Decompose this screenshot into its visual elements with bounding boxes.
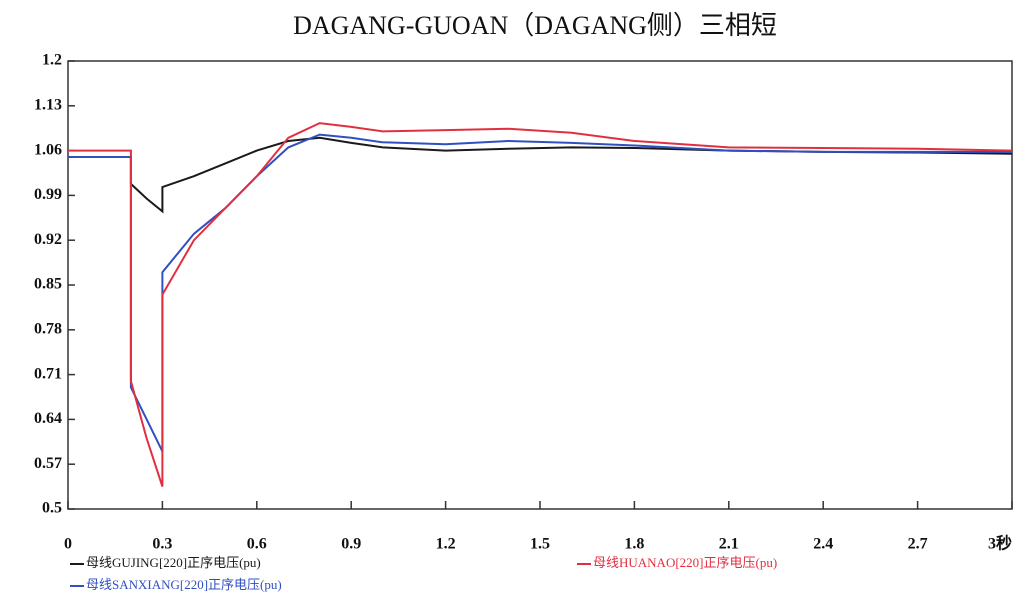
- plot-frame: [67, 60, 1013, 510]
- y-tick-label: 0.5: [42, 500, 62, 517]
- x-tick-label: 0.3: [152, 536, 172, 553]
- x-tick-label: 3秒: [988, 534, 1012, 553]
- y-tick-label: 1.06: [34, 141, 62, 158]
- x-tick-label: 1.5: [530, 536, 550, 553]
- y-tick-label: 0.57: [34, 455, 62, 472]
- y-tick-label: 0.64: [34, 410, 62, 427]
- x-tick-label: 2.4: [813, 536, 833, 553]
- series-line: [68, 133, 1012, 452]
- x-tick-label: 1.8: [624, 536, 644, 553]
- series-line: [68, 122, 1013, 487]
- chart-title: DAGANG-GUOAN（DAGANG侧）三相短: [293, 11, 777, 40]
- y-tick-label: 1.13: [34, 96, 62, 113]
- x-tick-label: 0.9: [341, 536, 361, 553]
- y-tick-label: 0.85: [34, 276, 62, 293]
- y-tick-label: 0.99: [34, 186, 62, 203]
- x-tick-label: 2.1: [719, 536, 739, 553]
- legend-label: 母线SANXIANG[220]正序电压(pu): [86, 577, 282, 592]
- legend-label: 母线GUJING[220]正序电压(pu): [86, 555, 261, 570]
- y-tick-label: 0.78: [34, 320, 62, 337]
- x-tick-label: 2.7: [908, 536, 928, 553]
- x-tick-label: 1.2: [436, 536, 456, 553]
- legend-label: 母线HUANAO[220]正序电压(pu): [593, 555, 777, 570]
- y-tick-label: 0.71: [34, 365, 62, 382]
- x-tick-label: 0: [64, 536, 72, 553]
- y-tick-label: 1.2: [42, 52, 62, 69]
- x-tick-label: 0.6: [247, 536, 267, 553]
- y-tick-label: 0.92: [34, 231, 62, 248]
